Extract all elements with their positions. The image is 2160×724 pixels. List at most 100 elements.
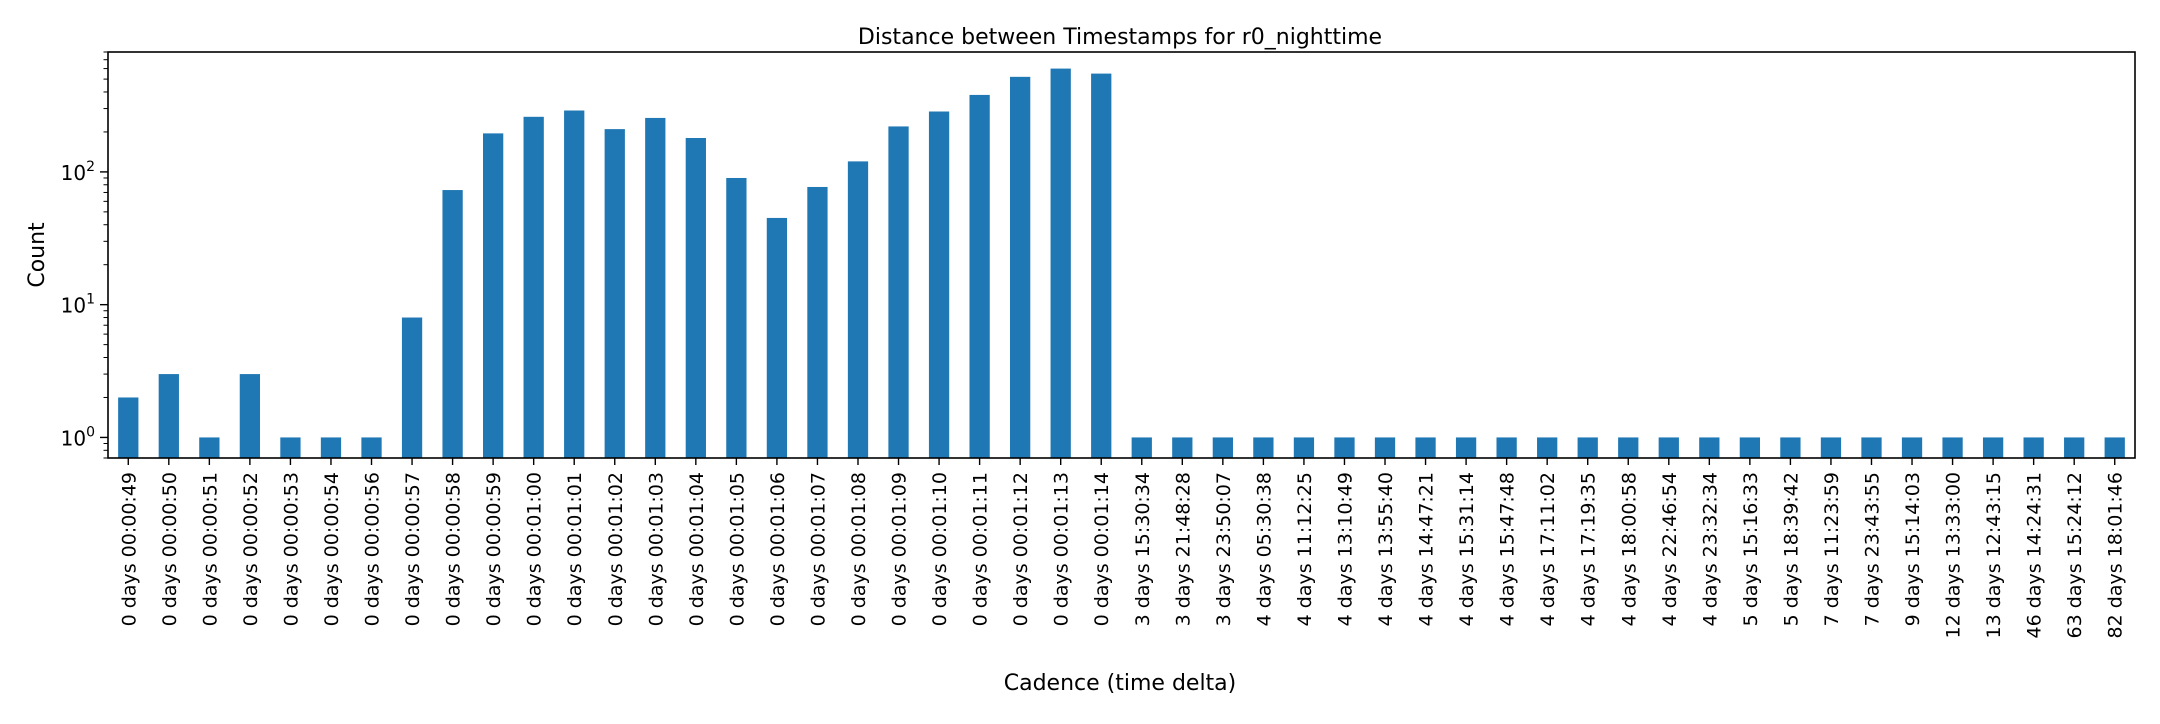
bar [1861,437,1882,458]
bar [645,117,666,459]
x-tick-label: 0 days 00:01:03 [645,472,667,626]
bar [1050,68,1071,458]
y-axis-label: Count [25,222,50,288]
x-tick-label: 4 days 23:32:34 [1699,472,1721,626]
bar [847,161,869,458]
x-tick-label: 4 days 15:31:14 [1456,472,1478,626]
bars-group [118,68,2125,459]
bar [1415,437,1436,458]
y-tick-label: 100 [61,424,95,450]
bar [2064,437,2085,458]
x-tick-label: 0 days 00:01:04 [686,472,708,626]
x-tick-label: 46 days 14:24:31 [2024,472,2046,638]
bar [1942,437,1963,458]
plot-frame [107,51,2136,459]
bar [1901,437,1923,458]
bar [1618,437,1639,458]
bar [1496,437,1517,458]
x-tick-label: 7 days 11:23:59 [1821,472,1843,626]
x-tick-label: 4 days 11:12:25 [1294,472,1316,626]
bar [1982,437,2004,458]
x-tick-label: 0 days 00:01:14 [1091,472,1113,626]
bar [199,437,220,458]
bar [239,374,261,458]
bar [1577,437,1598,458]
x-tick-label: 9 days 15:14:03 [1902,472,1924,626]
x-tick-label: 0 days 00:01:05 [726,472,748,626]
x-tick-label: 4 days 17:19:35 [1578,472,1600,626]
bar [523,116,544,458]
bar [2023,437,2044,458]
x-tick-label: 0 days 00:00:51 [199,472,221,626]
bar [1091,73,1112,458]
y-tick-label: 101 [61,292,95,318]
x-tick-label: 4 days 13:55:40 [1375,472,1397,626]
y-axis-ticks: 100 101 102 [61,51,108,459]
x-tick-label: 12 days 13:33:00 [1943,472,1965,638]
bar [1455,437,1477,458]
bar [726,177,747,459]
bar [483,133,504,458]
x-tick-label: 0 days 00:01:00 [524,472,546,626]
y-tick-label: 102 [61,159,95,185]
x-tick-label: 5 days 15:16:33 [1740,472,1762,626]
x-axis-ticks: 0 days 00:00:49 0 days 00:00:50 0 days 00:… [118,458,2127,638]
x-tick-label: 0 days 00:01:10 [929,472,951,626]
bar [1253,437,1274,458]
bar [604,129,625,458]
x-tick-label: 4 days 18:00:58 [1618,472,1640,626]
x-tick-label: 0 days 00:00:52 [240,472,262,626]
x-tick-label: 0 days 00:00:57 [402,472,424,626]
bar [158,374,179,458]
x-tick-label: 0 days 00:00:54 [321,472,343,626]
bar [118,397,139,458]
x-tick-label: 0 days 00:01:01 [564,472,586,626]
bar [1374,437,1396,458]
x-tick-label: 4 days 14:47:21 [1416,472,1438,626]
bar [401,317,423,458]
x-tick-label: 4 days 15:47:48 [1497,472,1519,626]
x-tick-label: 0 days 00:01:09 [889,472,911,626]
x-tick-label: 63 days 15:24:12 [2064,472,2086,638]
x-tick-label: 0 days 00:01:06 [767,472,789,626]
x-tick-label: 13 days 12:43:15 [1983,472,2005,638]
bar [1293,437,1315,458]
x-tick-label: 0 days 00:01:13 [1051,472,1073,626]
x-tick-label: 4 days 13:10:49 [1334,472,1356,626]
bar [1699,437,1720,458]
x-tick-label: 3 days 15:30:34 [1132,472,1154,626]
x-tick-label: 7 days 23:43:55 [1861,472,1883,626]
x-tick-label: 3 days 21:48:28 [1172,472,1194,626]
x-tick-label: 0 days 00:00:53 [280,472,302,626]
bar [1658,437,1679,458]
x-tick-label: 3 days 23:50:07 [1213,472,1235,626]
bar [361,437,382,458]
x-tick-label: 0 days 00:00:49 [118,472,140,626]
x-tick-label: 0 days 00:01:02 [605,472,627,626]
x-tick-label: 0 days 00:00:56 [362,472,384,626]
bar [1131,437,1152,458]
bar [1172,437,1193,458]
bar [1780,437,1801,458]
x-tick-label: 0 days 00:00:58 [443,472,465,626]
bar [888,126,909,458]
x-axis-label: Cadence (time delta) [1004,671,1237,696]
bar [807,186,828,458]
x-tick-label: 82 days 18:01:46 [2105,472,2127,638]
x-tick-label: 0 days 00:01:11 [970,472,992,626]
x-tick-label: 0 days 00:01:08 [848,472,870,626]
x-tick-label: 4 days 22:46:54 [1659,472,1681,626]
x-tick-label: 0 days 00:00:50 [159,472,181,626]
x-tick-label: 4 days 17:11:02 [1537,472,1559,626]
bar [320,437,342,458]
x-tick-label: 0 days 00:00:59 [483,472,505,626]
bar [1739,437,1760,458]
x-tick-label: 0 days 00:01:07 [807,472,829,626]
bar [1334,437,1355,458]
chart-title: Distance between Timestamps for r0_night… [858,25,1382,50]
bar [1537,437,1558,458]
bar [1820,437,1842,458]
bar [685,138,706,458]
